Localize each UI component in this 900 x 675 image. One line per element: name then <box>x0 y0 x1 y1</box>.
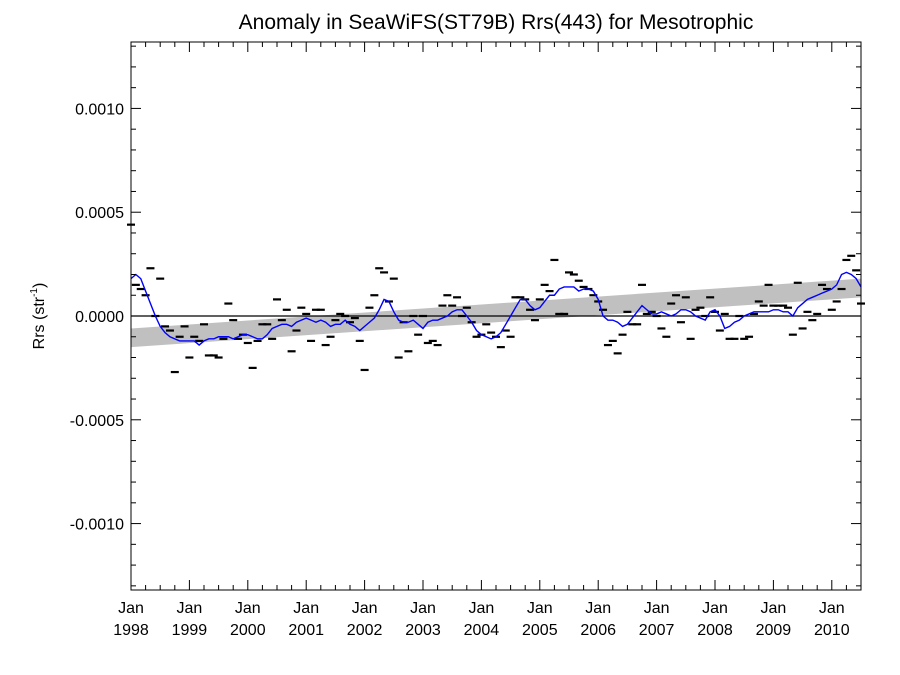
x-tick-label-month: Jan <box>469 600 495 617</box>
y-axis-label: Rrs (str-1) <box>29 283 48 350</box>
plot-area: 0.0010 0.0005 0.0000 -0.0005 -0.0010 Jan 1998… <box>70 41 865 639</box>
x-tick-label-year: 2010 <box>814 622 850 639</box>
x-tick-label-year: 2002 <box>347 622 383 639</box>
x-tick-label-month: Jan <box>177 600 203 617</box>
y-axis-label-end: ) <box>31 283 48 288</box>
y-tick-label: -0.0010 <box>70 517 124 534</box>
x-tick-label-year: 2009 <box>756 622 792 639</box>
running-mean-line <box>130 271 862 346</box>
y-axis-label-superscript: -1 <box>29 288 40 297</box>
x-tick-label-month: Jan <box>761 600 787 617</box>
x-tick-label-month: Jan <box>410 600 436 617</box>
y-tick-label: -0.0005 <box>70 413 124 430</box>
x-tick-label-year: 2006 <box>580 622 616 639</box>
x-tick-label-year: 1999 <box>172 622 208 639</box>
x-tick-label-year: 2000 <box>230 622 266 639</box>
x-tick-label-year: 2007 <box>639 622 675 639</box>
x-tick-label-year: 2004 <box>464 622 500 639</box>
x-tick-label-month: Jan <box>819 600 845 617</box>
x-tick-label-month: Jan <box>352 600 378 617</box>
x-axis-tick-labels: Jan 1998 Jan 1999 Jan 2000 Jan 2001 Jan 2002 Jan 20… <box>113 600 849 639</box>
x-tick-label-month: Jan <box>118 600 144 617</box>
x-tick-label-month: Jan <box>585 600 611 617</box>
x-tick-label-month: Jan <box>702 600 728 617</box>
x-tick-label-month: Jan <box>293 600 319 617</box>
x-tick-label-month: Jan <box>527 600 553 617</box>
y-tick-label: 0.0010 <box>75 101 124 118</box>
axis-ticks <box>130 42 862 590</box>
chart-title: Anomaly in SeaWiFS(ST79B) Rrs(443) for M… <box>239 11 754 34</box>
x-tick-label-month: Jan <box>235 600 261 617</box>
y-tick-label: 0.0000 <box>75 309 124 326</box>
x-tick-label-year: 2003 <box>405 622 441 639</box>
x-tick-label-year: 2001 <box>288 622 324 639</box>
x-tick-label-year: 1998 <box>113 622 149 639</box>
y-axis-label-main: Rrs (str <box>31 296 48 349</box>
y-axis-tick-labels: 0.0010 0.0005 0.0000 -0.0005 -0.0010 <box>70 101 124 533</box>
x-tick-label-month: Jan <box>644 600 670 617</box>
x-tick-label-year: 2005 <box>522 622 558 639</box>
x-tick-label-year: 2008 <box>697 622 733 639</box>
y-tick-label: 0.0005 <box>75 205 124 222</box>
